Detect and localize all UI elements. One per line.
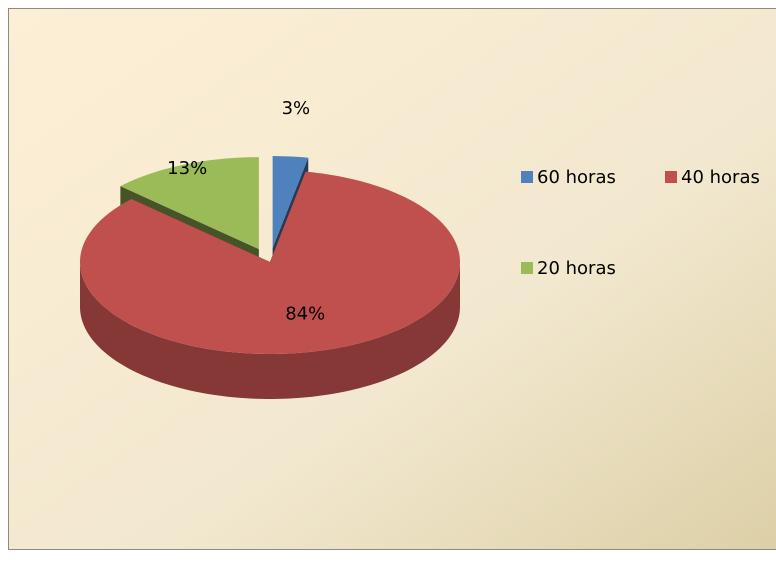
pie: 3% 84% 13% — [80, 98, 460, 399]
data-label: 3% — [282, 98, 311, 119]
data-label: 84% — [285, 303, 325, 324]
legend-swatch — [665, 171, 677, 183]
legend-label: 40 horas — [681, 167, 760, 188]
legend-swatch — [521, 262, 533, 274]
legend: 60 horas 40 horas 20 horas — [521, 167, 760, 279]
data-label: 13% — [167, 158, 207, 179]
slice — [272, 156, 309, 249]
slice-side — [80, 262, 460, 399]
slice — [120, 157, 259, 250]
legend-label: 20 horas — [537, 258, 616, 279]
legend-label: 60 horas — [537, 167, 616, 188]
legend-swatch — [521, 171, 533, 183]
slice — [80, 171, 460, 354]
